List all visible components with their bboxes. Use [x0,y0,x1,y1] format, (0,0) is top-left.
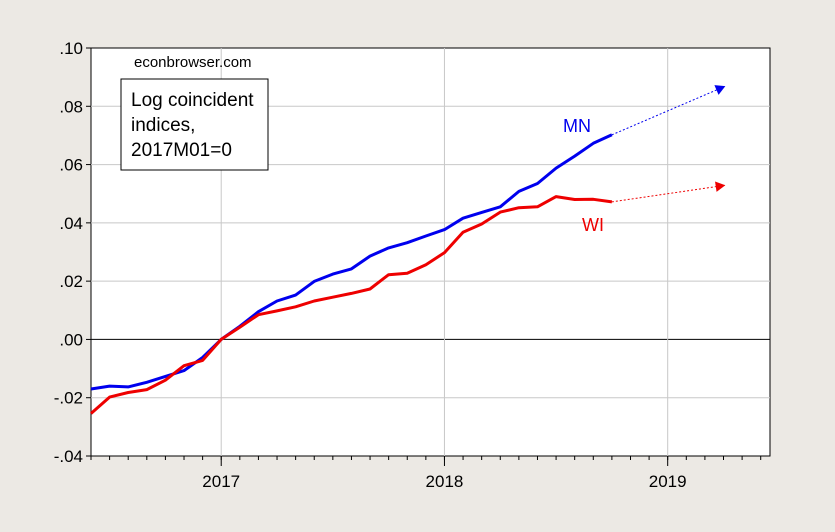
y-tick-label: .02 [59,272,83,291]
projection-line-1 [611,184,726,203]
y-tick-label: -.04 [54,447,83,466]
y-axis: -.04 -.02 .00 .02 .04 .06 .08 .10 [54,39,91,466]
series-line-0 [90,133,613,391]
y-tick-label: .08 [59,97,83,116]
y-tick-label: -.02 [54,389,83,408]
projection-line-0 [611,85,726,136]
legend-box: Log coincident indices, 2017M01=0 [120,78,269,171]
x-axis: 2017 2018 2019 [90,456,762,491]
x-tick-label: 2019 [649,472,687,491]
y-tick-label: .10 [59,39,83,58]
x-tick-label: 2018 [426,472,464,491]
box-text-line-1: Log coincident [131,90,254,111]
series-line-1 [90,195,613,415]
box-text-line-3: 2017M01=0 [131,140,232,161]
series-label-wi: WI [582,215,604,235]
series-label-mn: MN [563,116,591,136]
box-text-line-2: indices, [131,115,195,136]
projection-arrow-1 [715,181,726,192]
series-lines [90,85,726,415]
annotation-source: econbrowser.com [134,54,252,71]
y-tick-label: .00 [59,330,83,349]
y-tick-label: .06 [59,156,83,175]
x-tick-label: 2017 [202,472,240,491]
projection-arrow-0 [714,85,726,95]
y-tick-label: .04 [59,214,83,233]
